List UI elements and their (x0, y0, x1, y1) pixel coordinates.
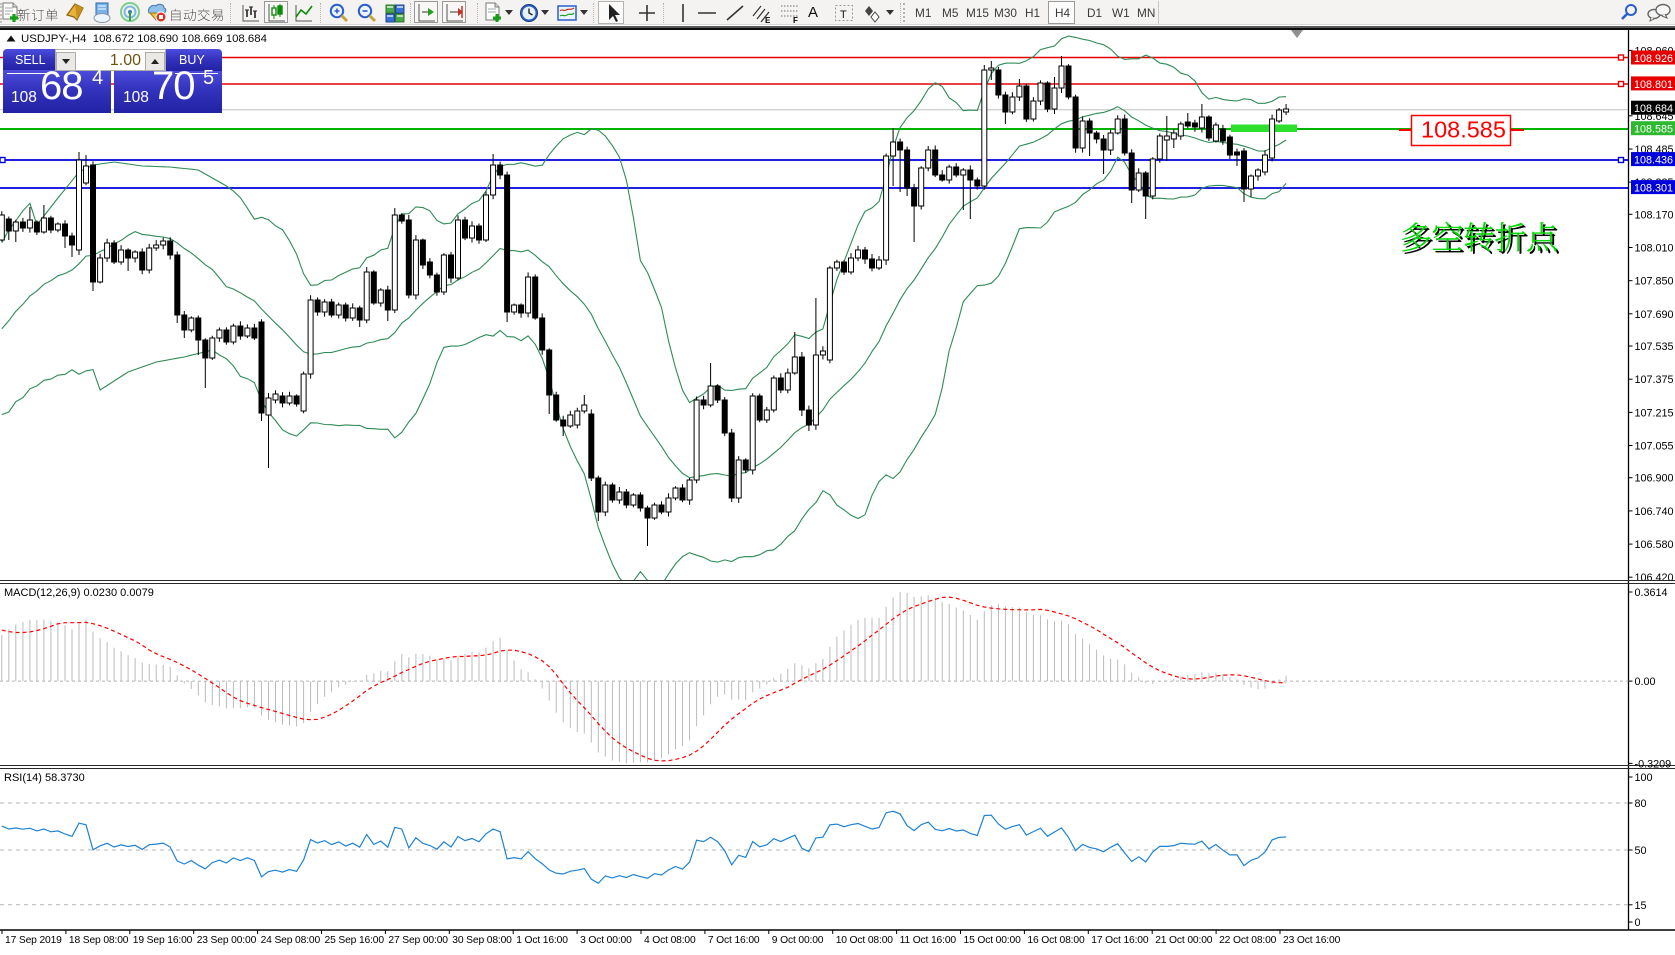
svg-text:107.690: 107.690 (1635, 309, 1674, 321)
svg-text:108.436: 108.436 (1634, 155, 1673, 167)
svg-text:0.00: 0.00 (1635, 676, 1656, 688)
svg-text:108.170: 108.170 (1635, 209, 1674, 221)
svg-text:23 Sep 00:00: 23 Sep 00:00 (197, 935, 257, 946)
svg-text:21 Oct 00:00: 21 Oct 00:00 (1155, 935, 1213, 946)
svg-text:108.585: 108.585 (1421, 117, 1506, 143)
svg-text:80: 80 (1635, 798, 1647, 810)
svg-text:106.420: 106.420 (1635, 572, 1674, 584)
svg-text:15 Oct 00:00: 15 Oct 00:00 (964, 935, 1022, 946)
svg-text:9 Oct 00:00: 9 Oct 00:00 (772, 935, 824, 946)
svg-text:108.926: 108.926 (1634, 53, 1673, 65)
svg-text:100: 100 (1635, 772, 1653, 784)
svg-text:107.850: 107.850 (1635, 276, 1674, 288)
svg-text:MACD(12,26,9) 0.0230 0.0079: MACD(12,26,9) 0.0230 0.0079 (4, 587, 154, 599)
svg-text:0.3614: 0.3614 (1635, 587, 1668, 599)
svg-text:10 Oct 08:00: 10 Oct 08:00 (836, 935, 894, 946)
svg-text:F: F (793, 16, 798, 25)
svg-text:23 Oct 16:00: 23 Oct 16:00 (1283, 935, 1341, 946)
svg-text:108.801: 108.801 (1634, 79, 1673, 91)
svg-text:15: 15 (1635, 900, 1647, 912)
svg-text:107.215: 107.215 (1635, 407, 1674, 419)
svg-text:16 Oct 08:00: 16 Oct 08:00 (1027, 935, 1085, 946)
svg-text:USDJPY-,H4 108.672 108.690 10: USDJPY-,H4 108.672 108.690 108.669 108.6… (21, 33, 267, 45)
svg-text:106.740: 106.740 (1635, 506, 1674, 518)
svg-text:107.375: 107.375 (1635, 374, 1674, 386)
svg-text:106.580: 106.580 (1635, 539, 1674, 551)
svg-text:3 Oct 00:00: 3 Oct 00:00 (580, 935, 632, 946)
svg-text:106.900: 106.900 (1635, 473, 1674, 485)
svg-text:50: 50 (1635, 845, 1647, 857)
svg-text:107.055: 107.055 (1635, 441, 1674, 453)
svg-text:-0.3209: -0.3209 (1635, 758, 1672, 770)
svg-text:108.585: 108.585 (1634, 124, 1673, 136)
svg-text:25 Sep 16:00: 25 Sep 16:00 (325, 935, 385, 946)
svg-text:108.010: 108.010 (1635, 243, 1674, 255)
svg-text:T: T (840, 9, 847, 21)
svg-text:107.535: 107.535 (1635, 341, 1674, 353)
svg-text:4 Oct 08:00: 4 Oct 08:00 (644, 935, 696, 946)
svg-text:7 Oct 16:00: 7 Oct 16:00 (708, 935, 760, 946)
svg-text:27 Sep 00:00: 27 Sep 00:00 (388, 935, 448, 946)
svg-text:19 Sep 16:00: 19 Sep 16:00 (133, 935, 193, 946)
svg-text:18 Sep 08:00: 18 Sep 08:00 (69, 935, 129, 946)
svg-text:E: E (765, 16, 771, 25)
svg-text:22 Oct 08:00: 22 Oct 08:00 (1219, 935, 1277, 946)
svg-text:RSI(14) 58.3730: RSI(14) 58.3730 (4, 772, 85, 784)
svg-text:24 Sep 08:00: 24 Sep 08:00 (261, 935, 321, 946)
svg-text:1 Oct 16:00: 1 Oct 16:00 (516, 935, 568, 946)
svg-text:108.684: 108.684 (1634, 103, 1673, 115)
svg-text:30 Sep 08:00: 30 Sep 08:00 (452, 935, 512, 946)
svg-text:0: 0 (1635, 917, 1641, 929)
svg-text:17 Oct 16:00: 17 Oct 16:00 (1091, 935, 1149, 946)
svg-text:11 Oct 16:00: 11 Oct 16:00 (900, 935, 957, 946)
svg-text:17 Sep 2019: 17 Sep 2019 (5, 935, 62, 946)
svg-text:108.301: 108.301 (1634, 183, 1673, 195)
